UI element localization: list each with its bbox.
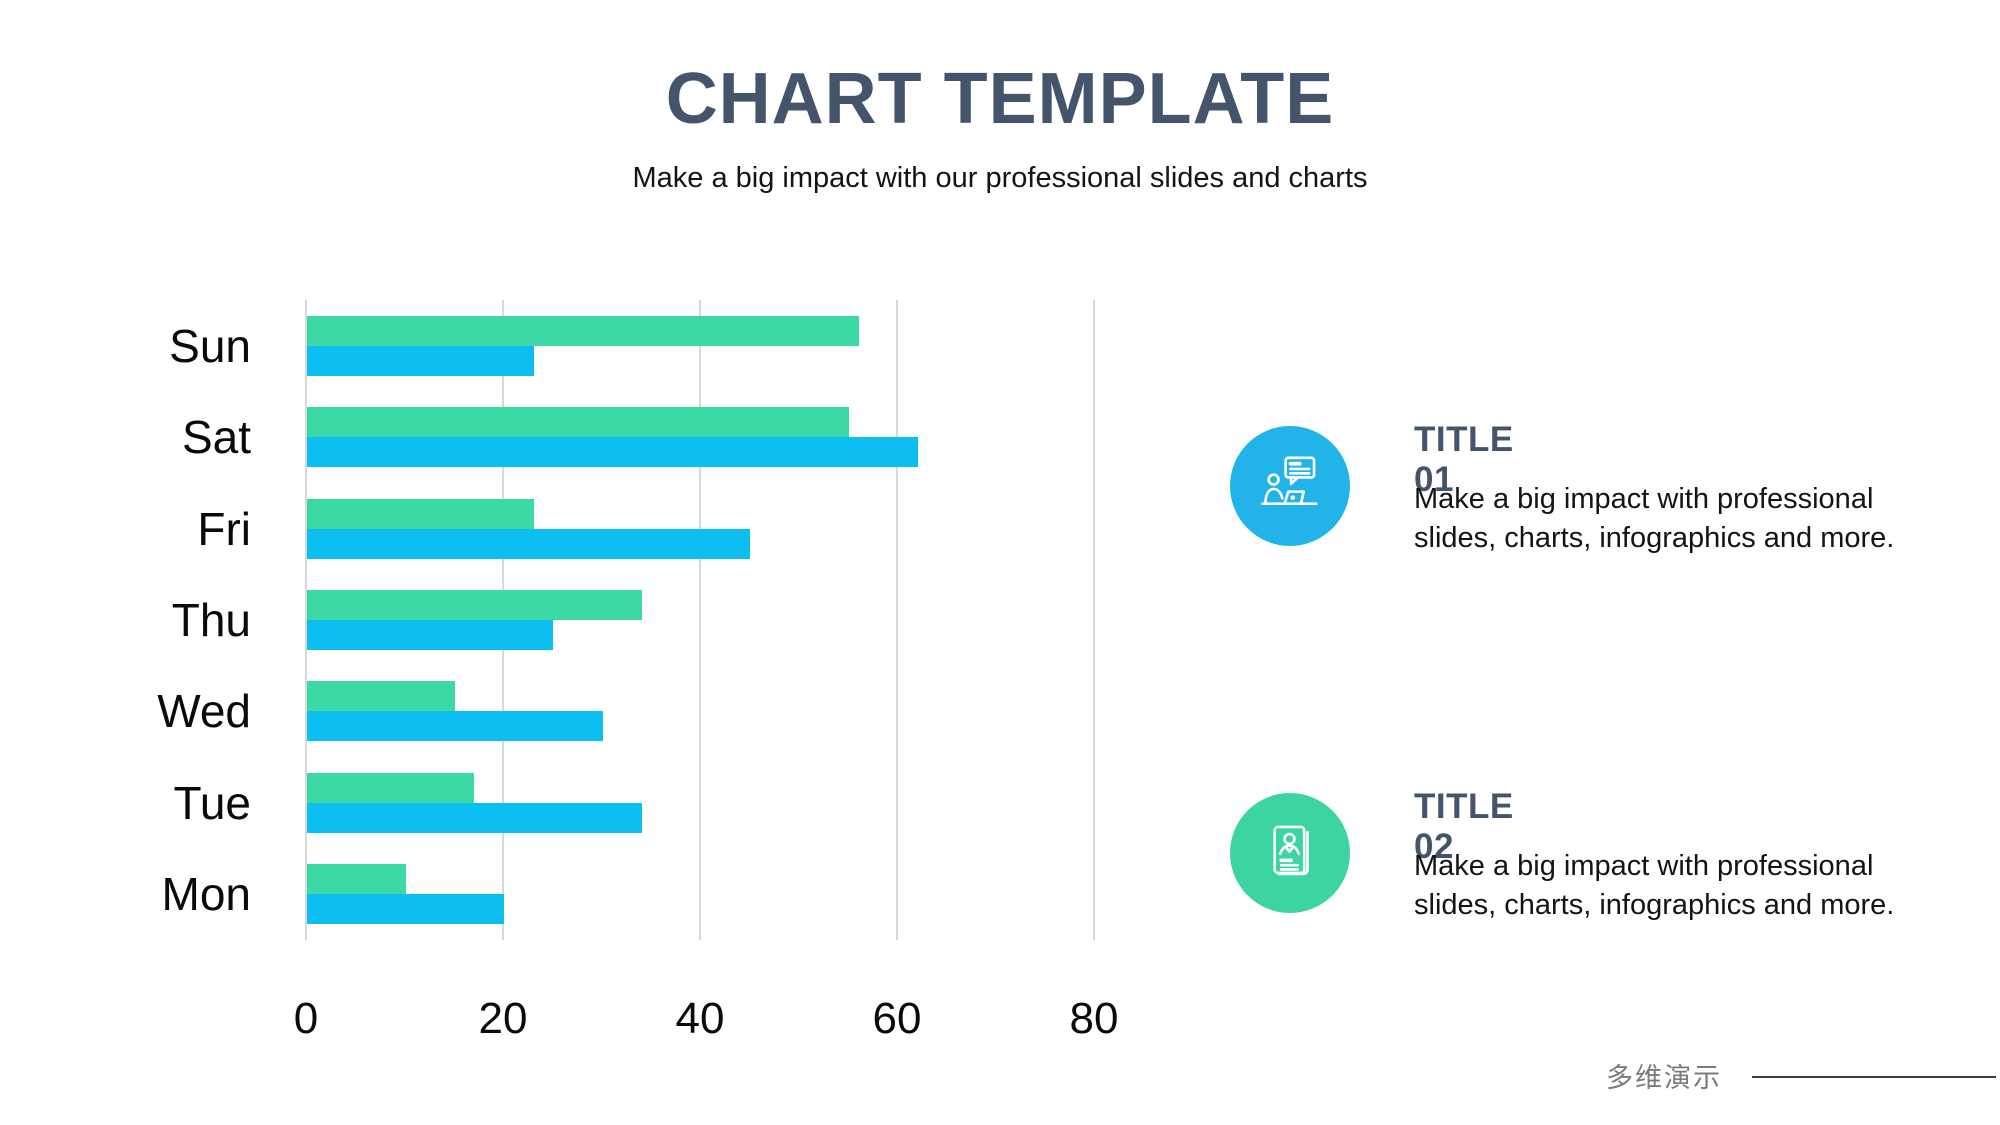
page-subtitle: Make a big impact with our professional …	[632, 162, 1368, 194]
resume-card-icon	[1255, 816, 1325, 891]
info-body-1: Make a big impact with professional slid…	[1414, 483, 1895, 554]
gridline-40	[699, 300, 701, 940]
bar-tue-green-series	[307, 772, 475, 803]
person-chat-laptop-icon	[1255, 449, 1325, 524]
bar-thu-blue-series	[307, 620, 554, 651]
y-axis-label-wed: Wed	[157, 685, 251, 738]
info-circle-2	[1230, 793, 1350, 913]
info-title-1: TITLE 01	[1414, 420, 1514, 499]
gridline-80	[1093, 300, 1095, 940]
y-axis-label-fri: Fri	[197, 502, 251, 555]
bar-fri-green-series	[307, 498, 534, 529]
bar-thu-green-series	[307, 590, 642, 621]
info-circle-1	[1230, 426, 1350, 546]
info-title-2: TITLE 02	[1414, 787, 1514, 866]
bar-fri-blue-series	[307, 528, 751, 559]
bar-mon-blue-series	[307, 894, 504, 925]
y-axis-label-sat: Sat	[181, 411, 251, 464]
bar-tue-blue-series	[307, 802, 642, 833]
y-axis-label-sun: Sun	[169, 320, 251, 372]
bar-sat-blue-series	[307, 437, 918, 468]
gridline-0	[305, 300, 307, 940]
gridline-60	[896, 300, 898, 940]
y-axis-label-tue: Tue	[173, 776, 251, 829]
x-tick-label-80: 80	[1069, 994, 1119, 1043]
x-tick-label-40: 40	[675, 994, 725, 1043]
bar-mon-green-series	[307, 864, 406, 895]
x-tick-label-0: 0	[293, 994, 319, 1043]
info-body-2: Make a big impact with professional slid…	[1414, 850, 1895, 921]
bar-sun-green-series	[307, 316, 859, 346]
bar-wed-green-series	[307, 681, 455, 712]
footer-brand-text: 多维演示	[1606, 1063, 1722, 1093]
x-tick-label-20: 20	[478, 994, 528, 1043]
bar-sat-green-series	[307, 407, 849, 438]
y-axis-label-thu: Thu	[171, 594, 251, 647]
x-tick-label-60: 60	[872, 994, 922, 1043]
footer-divider-line	[1752, 1076, 1996, 1078]
bar-sun-blue-series	[307, 346, 534, 376]
page-title: CHART TEMPLATE	[665, 59, 1335, 139]
bar-wed-blue-series	[307, 711, 603, 742]
y-axis-label-mon: Mon	[161, 868, 251, 921]
